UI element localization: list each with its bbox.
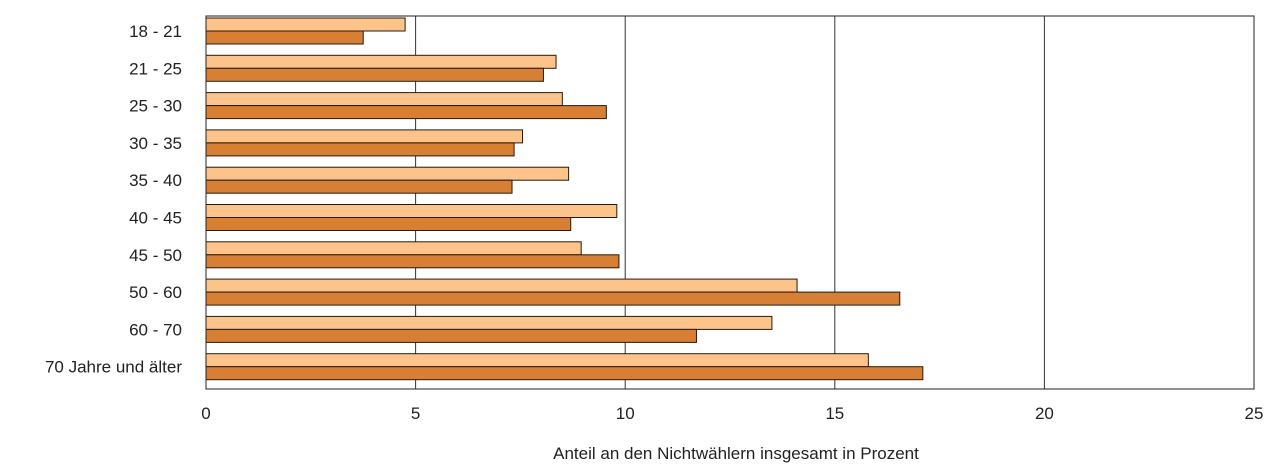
bar-series-2 (205, 328, 697, 343)
x-tick-label: 5 (411, 404, 420, 423)
category-label: 50 - 60 (129, 283, 182, 302)
plot-area-frame (205, 15, 1255, 390)
bar-series-1 (205, 315, 773, 330)
category-label: 30 - 35 (129, 134, 182, 153)
bar-series-1 (205, 92, 563, 107)
bars (205, 17, 924, 381)
bar-series-1 (205, 129, 523, 144)
x-tick-label: 10 (616, 404, 635, 423)
category-label: 70 Jahre und älter (45, 358, 182, 377)
bar-series-1 (205, 166, 570, 181)
x-tick-label: 0 (201, 404, 210, 423)
bar-series-1 (205, 353, 869, 368)
category-label: 45 - 50 (129, 246, 182, 265)
bar-series-1 (205, 54, 557, 69)
bar-series-2 (205, 67, 544, 82)
category-label: 25 - 30 (129, 97, 182, 116)
x-tick-labels: 0 5 10 15 20 25 (201, 404, 1263, 423)
x-tick-label: 15 (825, 404, 844, 423)
x-axis-label: Anteil an den Nichtwählern insgesamt in … (553, 444, 919, 463)
bar-series-1 (205, 17, 406, 32)
bar-series-2 (205, 30, 364, 45)
bar-series-2 (205, 142, 515, 157)
bar-series-2 (205, 179, 513, 194)
bar-series-1 (205, 241, 582, 256)
x-tick-label: 20 (1035, 404, 1054, 423)
bar-series-2 (205, 366, 924, 381)
bar-series-1 (205, 204, 618, 218)
bar-series-2 (205, 254, 620, 269)
category-label: 60 - 70 (129, 320, 182, 339)
bar-series-2 (205, 291, 901, 306)
category-label: 35 - 40 (129, 171, 182, 190)
bar-series-2 (205, 105, 607, 120)
x-tick-label: 25 (1245, 404, 1264, 423)
category-label: 40 - 45 (129, 209, 182, 228)
bar-series-2 (205, 217, 572, 231)
category-label: 18 - 21 (129, 22, 182, 41)
bar-series-1 (205, 278, 798, 293)
category-labels: 18 - 21 21 - 25 25 - 30 30 - 35 35 - 40 40 - … (45, 22, 182, 377)
category-label: 21 - 25 (129, 59, 182, 78)
